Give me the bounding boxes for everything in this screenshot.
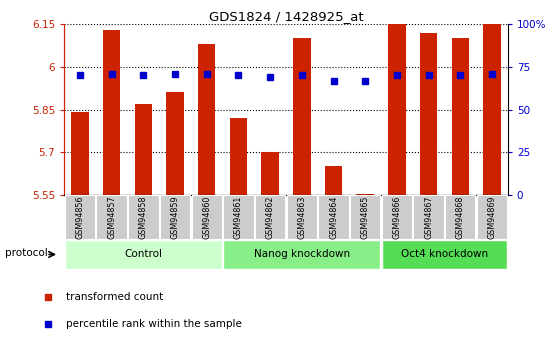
Text: percentile rank within the sample: percentile rank within the sample <box>66 319 242 329</box>
Text: GSM94864: GSM94864 <box>329 196 338 239</box>
FancyBboxPatch shape <box>65 195 95 239</box>
Bar <box>71 112 89 195</box>
Text: GSM94862: GSM94862 <box>266 196 275 239</box>
FancyBboxPatch shape <box>477 195 507 239</box>
Text: GSM94859: GSM94859 <box>171 196 180 239</box>
FancyBboxPatch shape <box>128 195 158 239</box>
FancyBboxPatch shape <box>382 240 507 269</box>
Text: GSM94856: GSM94856 <box>75 196 84 239</box>
FancyBboxPatch shape <box>413 195 444 239</box>
Text: Nanog knockdown: Nanog knockdown <box>254 249 350 259</box>
FancyBboxPatch shape <box>223 240 381 269</box>
FancyBboxPatch shape <box>191 195 222 239</box>
Text: Oct4 knockdown: Oct4 knockdown <box>401 249 488 259</box>
Text: transformed count: transformed count <box>66 292 163 302</box>
Bar <box>166 92 184 195</box>
Text: GSM94869: GSM94869 <box>488 196 497 239</box>
Bar <box>420 33 437 195</box>
Bar <box>261 152 279 195</box>
FancyBboxPatch shape <box>255 195 285 239</box>
Bar <box>134 104 152 195</box>
FancyBboxPatch shape <box>65 240 222 269</box>
FancyBboxPatch shape <box>223 195 254 239</box>
Bar <box>357 194 374 195</box>
FancyBboxPatch shape <box>382 195 412 239</box>
FancyBboxPatch shape <box>318 195 349 239</box>
FancyBboxPatch shape <box>97 195 127 239</box>
Bar <box>388 24 406 195</box>
Text: GSM94868: GSM94868 <box>456 196 465 239</box>
Text: GSM94858: GSM94858 <box>139 196 148 239</box>
Title: GDS1824 / 1428925_at: GDS1824 / 1428925_at <box>209 10 363 23</box>
FancyBboxPatch shape <box>350 195 381 239</box>
Bar <box>293 38 311 195</box>
Bar <box>483 24 501 195</box>
Text: protocol: protocol <box>5 248 48 258</box>
Bar <box>325 166 342 195</box>
FancyBboxPatch shape <box>287 195 317 239</box>
FancyBboxPatch shape <box>160 195 190 239</box>
Text: Control: Control <box>124 249 162 259</box>
Text: GSM94863: GSM94863 <box>297 196 306 239</box>
Text: GSM94865: GSM94865 <box>360 196 370 239</box>
Text: GSM94857: GSM94857 <box>107 196 116 239</box>
FancyBboxPatch shape <box>445 195 475 239</box>
Text: GSM94860: GSM94860 <box>202 196 211 239</box>
Bar <box>198 44 215 195</box>
Text: GSM94866: GSM94866 <box>392 196 401 239</box>
Text: GSM94867: GSM94867 <box>424 196 433 239</box>
Bar <box>103 30 121 195</box>
Bar <box>451 38 469 195</box>
Text: GSM94861: GSM94861 <box>234 196 243 239</box>
Bar <box>230 118 247 195</box>
